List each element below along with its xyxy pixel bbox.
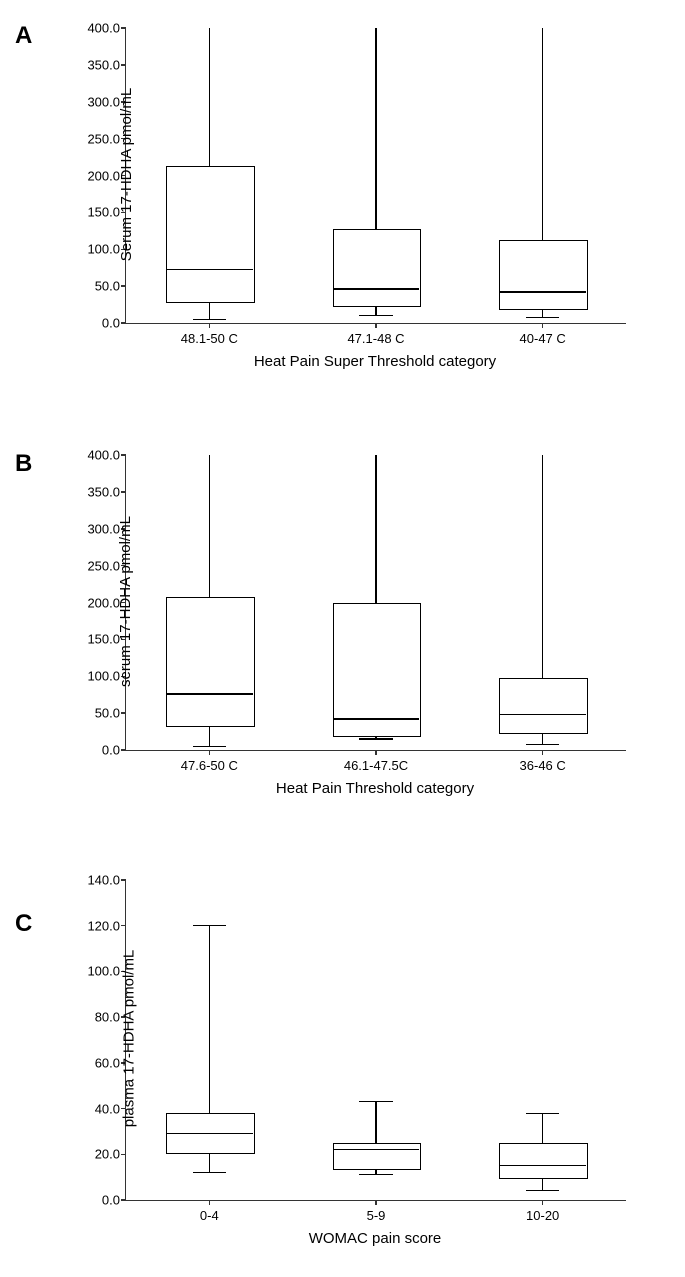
y-axis-label: plasma 17-HDHA pmol/mL — [120, 950, 137, 1128]
x-axis-label: WOMAC pain score — [309, 1230, 442, 1247]
boxplot-box — [166, 597, 255, 727]
whisker-lower — [542, 1177, 543, 1191]
xtick-label: 36-46 C — [520, 750, 566, 773]
whisker-cap-upper — [193, 925, 226, 926]
boxplot-box — [333, 229, 422, 307]
whisker-cap-lower — [526, 744, 559, 745]
panel-label-B: B — [15, 450, 32, 478]
plot-area-A: 0.050.0100.0150.0200.0250.0300.0350.0400… — [125, 28, 626, 324]
xtick-label: 46.1-47.5C — [344, 750, 408, 773]
median-line — [166, 269, 253, 270]
boxplot-box — [333, 1143, 422, 1170]
x-axis-label: Heat Pain Threshold category — [276, 780, 474, 797]
whisker-cap-upper — [526, 1113, 559, 1114]
whisker-lower — [209, 301, 210, 319]
whisker-cap-lower — [359, 738, 392, 739]
ytick-label: 140.0 — [87, 873, 126, 888]
whisker-upper — [542, 28, 543, 240]
xtick-label: 10-20 — [526, 1200, 559, 1223]
whisker-cap-lower — [526, 317, 559, 318]
whisker-cap-lower — [526, 1190, 559, 1191]
figure-container: A 0.050.0100.0150.0200.0250.0300.0350.040… — [0, 0, 685, 1277]
median-line — [333, 288, 420, 289]
ytick-label: 50.0 — [95, 706, 126, 721]
xtick-label: 48.1-50 C — [181, 323, 238, 346]
median-line — [499, 291, 586, 292]
xtick-label: 47.1-48 C — [347, 323, 404, 346]
whisker-lower — [209, 1152, 210, 1173]
whisker-cap-lower — [193, 1172, 226, 1173]
ytick-label: 0.0 — [102, 316, 126, 331]
whisker-cap-lower — [359, 1174, 392, 1175]
ytick-label: 20.0 — [95, 1147, 126, 1162]
boxplot-box — [499, 1143, 588, 1179]
y-axis-label: Serum 17-HDHA pmol/mL — [118, 87, 135, 260]
whisker-upper — [542, 1113, 543, 1143]
boxplot-box — [166, 166, 255, 303]
panel-label-C: C — [15, 910, 32, 938]
y-axis-label: serum 17-HDHA pmol/mL — [117, 516, 134, 687]
ytick-label: 400.0 — [87, 21, 126, 36]
ytick-label: 0.0 — [102, 1193, 126, 1208]
xtick-label: 40-47 C — [520, 323, 566, 346]
median-line — [166, 693, 253, 694]
ytick-label: 350.0 — [87, 57, 126, 72]
whisker-cap-upper — [359, 1101, 392, 1102]
ytick-label: 0.0 — [102, 743, 126, 758]
plot-area-C: 0.020.040.060.080.0100.0120.0140.00-45-9… — [125, 880, 626, 1201]
whisker-upper — [375, 455, 376, 603]
whisker-upper — [375, 1102, 376, 1143]
xtick-label: 47.6-50 C — [181, 750, 238, 773]
plot-area-B: 0.050.0100.0150.0200.0250.0300.0350.0400… — [125, 455, 626, 751]
whisker-upper — [209, 28, 210, 166]
xtick-label: 5-9 — [367, 1200, 386, 1223]
x-axis-label: Heat Pain Super Threshold category — [254, 353, 496, 370]
median-line — [166, 1133, 253, 1134]
xtick-label: 0-4 — [200, 1200, 219, 1223]
boxplot-box — [333, 603, 422, 738]
whisker-cap-lower — [193, 746, 226, 747]
ytick-label: 50.0 — [95, 279, 126, 294]
boxplot-box — [499, 678, 588, 734]
boxplot-box — [499, 240, 588, 310]
ytick-label: 120.0 — [87, 918, 126, 933]
whisker-upper — [209, 926, 210, 1113]
median-line — [333, 1149, 420, 1150]
whisker-upper — [542, 455, 543, 678]
median-line — [333, 718, 420, 719]
median-line — [499, 714, 586, 715]
median-line — [499, 1165, 586, 1166]
whisker-lower — [209, 725, 210, 746]
panel-label-A: A — [15, 22, 32, 50]
whisker-upper — [375, 28, 376, 229]
whisker-cap-lower — [193, 319, 226, 320]
whisker-cap-lower — [359, 315, 392, 316]
whisker-upper — [209, 455, 210, 597]
ytick-label: 400.0 — [87, 448, 126, 463]
ytick-label: 350.0 — [87, 484, 126, 499]
